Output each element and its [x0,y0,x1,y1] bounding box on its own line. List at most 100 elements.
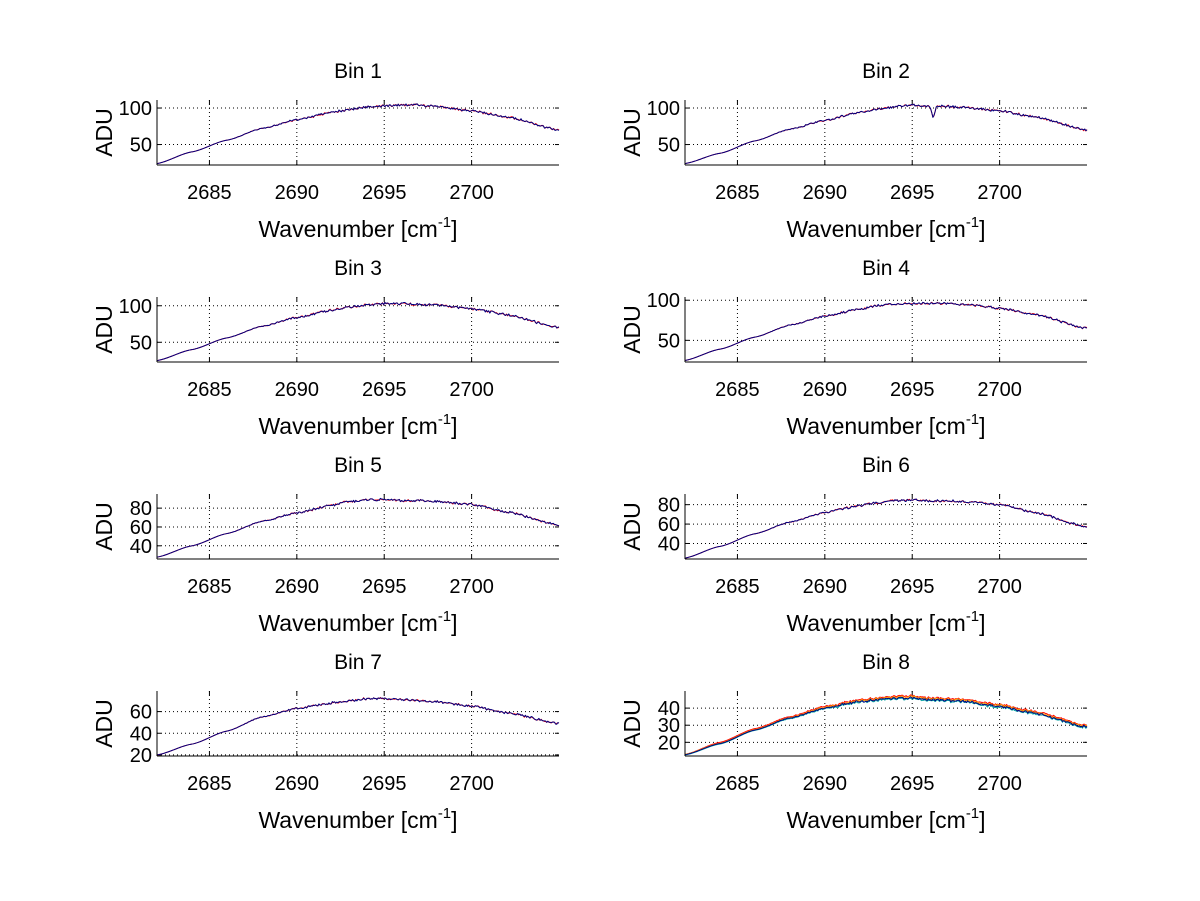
y-tick-label: 40 [658,698,680,720]
y-tick-label: 60 [658,514,680,536]
subplot-bin-2: Bin 2 2685 2690 2695 2700 50 100 Wavenumber [cm… [619,60,1088,242]
subplot-bin-3: Bin 3 2685 2690 2695 2700 50 100 Wavenumber [cm… [91,257,560,439]
subplot-title: Bin 1 [334,60,382,83]
x-tick-label: 2690 [803,576,848,598]
spectrum-line-scan-1 [156,301,560,362]
spectrum-line-scan-1 [684,694,1088,755]
x-axis-label: Wavenumber [cm-1] [786,411,985,439]
subplot-title: Bin 6 [862,454,910,477]
spectrum-line-scan-1 [684,498,1088,559]
spectrum-line-scan-2 [156,497,560,558]
spectrum-line-scan-2 [684,301,1088,361]
spectrum-line-scan-1 [156,103,560,165]
y-tick-label: 100 [647,98,680,120]
x-tick-label: 2700 [449,576,494,598]
y-axis-label: ADU [619,502,645,551]
x-tick-label: 2685 [187,773,232,795]
x-tick-label: 2700 [977,773,1022,795]
y-tick-label: 50 [130,135,152,157]
subplot-title: Bin 8 [862,651,910,674]
y-tick-label: 20 [130,745,152,767]
spectrum-line-scan-2 [684,103,1088,165]
x-axis-label: Wavenumber [cm-1] [258,214,457,242]
y-tick-label: 60 [130,702,152,724]
spectrum-line-scan-2 [684,498,1088,559]
y-tick-label: 40 [130,723,152,745]
x-tick-label: 2700 [977,379,1022,401]
spectrum-line-scan-2 [156,103,560,165]
y-axis-label: ADU [91,502,117,551]
y-tick-label: 100 [119,296,152,318]
y-tick-label: 100 [119,98,152,120]
x-tick-label: 2690 [275,379,320,401]
x-tick-label: 2690 [275,773,320,795]
spectrum-line-scan-2 [156,697,560,756]
x-tick-label: 2690 [803,379,848,401]
x-axis-label: Wavenumber [cm-1] [786,608,985,636]
y-tick-label: 50 [658,135,680,157]
x-tick-label: 2690 [275,182,320,204]
x-tick-label: 2685 [187,576,232,598]
x-tick-label: 2690 [803,773,848,795]
x-tick-label: 2700 [977,576,1022,598]
y-tick-label: 60 [130,517,152,539]
subplot-title: Bin 4 [862,257,910,280]
subplot-title: Bin 5 [334,454,382,477]
y-tick-label: 100 [647,290,680,312]
x-tick-label: 2695 [890,773,935,795]
spectrum-line-scan-3 [684,697,1088,756]
x-tick-label: 2685 [187,182,232,204]
x-tick-label: 2695 [362,182,407,204]
spectrum-line-scan-1 [684,103,1088,165]
spectrum-line-scan-2 [156,301,560,362]
x-axis-label: Wavenumber [cm-1] [786,214,985,242]
x-tick-label: 2695 [362,773,407,795]
y-axis-label: ADU [91,305,117,354]
x-tick-label: 2685 [715,379,760,401]
x-tick-label: 2685 [715,773,760,795]
x-tick-label: 2695 [890,576,935,598]
x-tick-label: 2685 [715,182,760,204]
x-tick-label: 2685 [187,379,232,401]
subplot-title: Bin 2 [862,60,910,83]
subplot-bin-1: Bin 1 2685 2690 2695 2700 50 100 Wavenumber [cm… [91,60,560,242]
x-tick-label: 2700 [449,379,494,401]
spectrum-line-scan-4 [684,696,1088,756]
x-tick-label: 2690 [803,182,848,204]
y-axis-label: ADU [91,108,117,157]
x-tick-label: 2690 [275,576,320,598]
y-tick-label: 80 [658,495,680,517]
x-tick-label: 2685 [715,576,760,598]
spectrum-line-scan-1 [156,498,560,558]
y-tick-label: 50 [130,332,152,354]
x-tick-label: 2695 [362,379,407,401]
y-tick-label: 20 [658,732,680,754]
subplot-title: Bin 3 [334,257,382,280]
x-axis-label: Wavenumber [cm-1] [258,805,457,833]
subplot-title: Bin 7 [334,651,382,674]
y-tick-label: 40 [658,533,680,555]
y-tick-label: 50 [658,330,680,352]
y-axis-label: ADU [619,108,645,157]
subplot-bin-4: Bin 4 2685 2690 2695 2700 50 100 Wavenumber [cm… [619,257,1088,439]
y-tick-label: 40 [130,536,152,558]
x-tick-label: 2695 [890,182,935,204]
y-axis-label: ADU [91,699,117,748]
y-tick-label: 80 [130,498,152,520]
x-tick-label: 2700 [977,182,1022,204]
x-tick-label: 2695 [362,576,407,598]
y-axis-label: ADU [619,305,645,354]
x-tick-label: 2700 [449,182,494,204]
x-axis-label: Wavenumber [cm-1] [258,411,457,439]
spectrum-line-scan-1 [156,696,560,756]
x-tick-label: 2700 [449,773,494,795]
x-tick-label: 2695 [890,379,935,401]
x-axis-label: Wavenumber [cm-1] [786,805,985,833]
y-tick-label: 30 [658,715,680,737]
x-axis-label: Wavenumber [cm-1] [258,608,457,636]
